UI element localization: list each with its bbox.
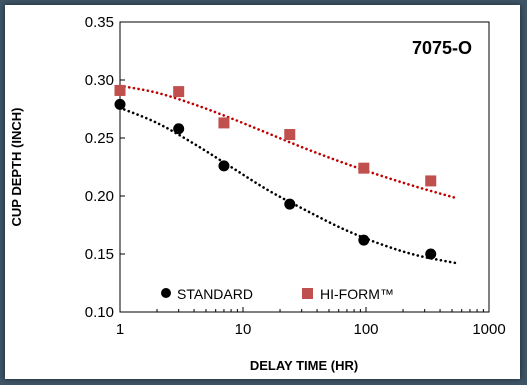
plot-area	[119, 21, 490, 313]
point-hiform	[284, 129, 296, 141]
trendline-hiform	[118, 84, 459, 200]
point-hiform	[173, 86, 185, 98]
point-hiform	[425, 175, 437, 187]
point-hiform	[218, 117, 230, 129]
y-tick-label: 0.35	[85, 14, 114, 31]
x-tick-label: 100	[353, 321, 378, 338]
point-standard	[284, 198, 296, 210]
point-standard	[173, 123, 185, 135]
x-tick-label: 1	[116, 321, 124, 338]
legend-label-standard: STANDARD	[177, 286, 253, 302]
point-standard	[358, 234, 370, 246]
y-tick-label: 0.20	[85, 188, 114, 205]
y-tick-label: 0.15	[85, 246, 114, 263]
point-standard	[218, 160, 230, 172]
x-tick-label: 10	[235, 321, 252, 338]
legend-label-hiform: HI-FORM™	[320, 286, 394, 302]
y-tick-label: 0.30	[85, 72, 114, 89]
y-tick-label: 0.25	[85, 130, 114, 147]
point-hiform	[358, 162, 370, 174]
x-tick-label: 1000	[472, 321, 505, 338]
y-tick-label: 0.10	[85, 304, 114, 321]
chart-title: 7075-O	[412, 38, 472, 58]
x-axis-ticks: 1 10 100 1000	[116, 307, 506, 338]
point-standard	[425, 248, 437, 260]
x-axis-label: DELAY TIME (HR)	[250, 358, 358, 373]
y-axis-ticks: 0.10 0.15 0.20 0.25 0.30 0.35	[85, 14, 125, 321]
legend-marker-standard	[161, 288, 171, 298]
legend-marker-hiform	[302, 288, 313, 299]
legend: STANDARD HI-FORM™	[161, 286, 394, 302]
point-standard	[114, 98, 126, 110]
y-axis-label: CUP DEPTH (INCH)	[9, 108, 24, 227]
data-points	[114, 84, 437, 260]
point-hiform	[114, 84, 126, 96]
